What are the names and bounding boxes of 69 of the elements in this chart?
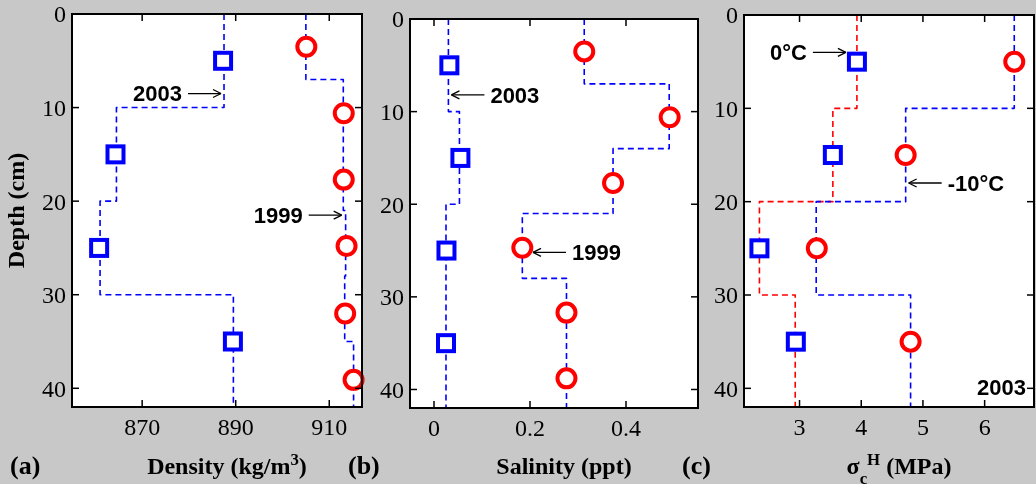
point — [332, 168, 355, 191]
y-tick-label: 20 — [380, 191, 404, 218]
x-axis-title: Salinity (ppt) — [496, 453, 632, 479]
y-tick-label: 30 — [380, 284, 404, 311]
point — [602, 171, 625, 194]
text: (a) — [10, 451, 41, 480]
y-tick-label: 20 — [714, 189, 738, 216]
annotation: 2003 — [133, 81, 183, 107]
x-tick-label: 6 — [978, 414, 991, 440]
point — [658, 106, 681, 129]
x-tick-label: 0.4 — [611, 415, 641, 441]
line-series — [305, 13, 355, 408]
x-tick-label: 4 — [855, 414, 868, 440]
point — [555, 367, 578, 390]
point — [335, 235, 358, 258]
x-tick-label: 910 — [311, 414, 348, 440]
point — [805, 237, 828, 260]
point — [450, 147, 471, 168]
point — [846, 51, 867, 72]
point — [1003, 50, 1026, 73]
point — [785, 331, 806, 352]
y-tick-label: 0 — [54, 1, 66, 28]
annotation: 2003 — [977, 375, 1026, 400]
annotation: -10°C — [947, 170, 1005, 196]
point — [105, 144, 126, 165]
y-tick-label: 0 — [726, 2, 738, 29]
annotation: 1999 — [253, 202, 303, 228]
y-tick-label: 40 — [380, 376, 404, 403]
x-axis-title: σ$_{c}$$^{H}$ (MPa) — [846, 449, 952, 484]
point — [436, 240, 457, 261]
point — [822, 145, 843, 165]
x-tick-label: 0.2 — [515, 415, 545, 441]
y-tick-label: 20 — [42, 188, 66, 215]
x-tick-label: 3 — [793, 414, 806, 440]
point — [439, 55, 460, 76]
point — [342, 368, 365, 391]
y-tick-label: 30 — [714, 282, 738, 309]
point — [749, 238, 770, 259]
point — [332, 102, 355, 125]
y-tick-label: 40 — [42, 375, 66, 402]
y-tick-label: 40 — [714, 375, 738, 402]
annotation: 1999 — [572, 240, 621, 266]
annotation: 0°C — [769, 40, 807, 66]
text: (c) — [682, 451, 711, 480]
x-tick-label: 870 — [124, 414, 161, 440]
x-axis-title: Density (kg/m$^{3}$) — [147, 449, 307, 479]
point — [899, 330, 922, 353]
y-tick-label: 0 — [392, 6, 404, 33]
y-tick-label: 10 — [714, 95, 738, 122]
y-tick-label: 30 — [42, 282, 66, 309]
y-tick-label: 10 — [380, 99, 404, 126]
point — [555, 301, 578, 324]
point — [511, 236, 534, 259]
x-tick-label: 5 — [916, 414, 929, 440]
x-tick-label: 0 — [428, 415, 440, 441]
annotation: 2003 — [490, 82, 540, 108]
point — [436, 333, 456, 354]
point — [334, 302, 357, 325]
point — [89, 237, 110, 258]
point — [573, 40, 596, 63]
line-series — [758, 14, 858, 408]
point — [222, 331, 243, 352]
text: (b) — [348, 451, 380, 480]
point — [295, 35, 318, 58]
point — [894, 144, 917, 166]
point — [213, 50, 234, 71]
x-tick-label: 890 — [217, 414, 254, 440]
y-tick-label: 10 — [42, 94, 66, 121]
y-axis-title: Depth (cm) — [3, 152, 29, 269]
